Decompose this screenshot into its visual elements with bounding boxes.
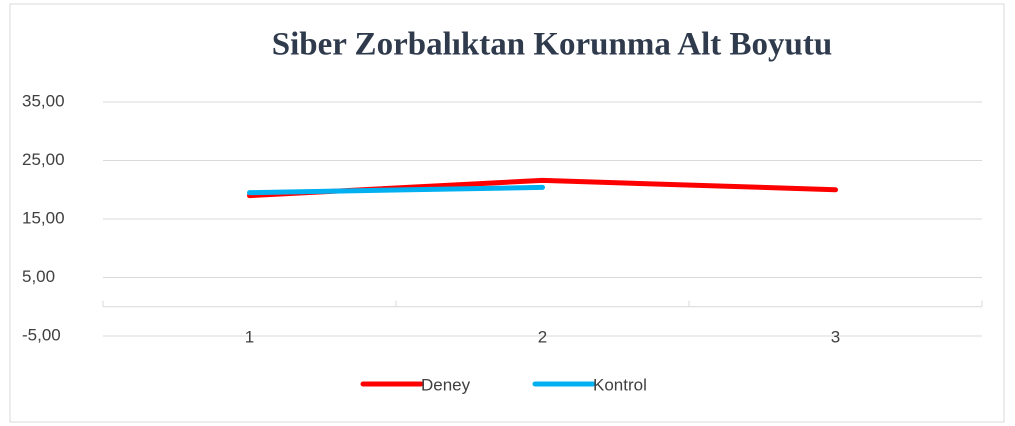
y-tick-label: -5,00 bbox=[22, 325, 61, 344]
x-tick-label: 3 bbox=[831, 327, 840, 346]
legend-label: Deney bbox=[421, 375, 471, 394]
legend-label: Kontrol bbox=[593, 375, 647, 394]
chart-frame bbox=[9, 3, 1005, 423]
y-tick-label: 15,00 bbox=[22, 208, 65, 227]
y-tick-label: 35,00 bbox=[22, 91, 65, 110]
x-tick-label: 2 bbox=[538, 327, 547, 346]
y-tick-label: 25,00 bbox=[22, 150, 65, 169]
chart-title: Siber Zorbalıktan Korunma Alt Boyutu bbox=[272, 27, 833, 63]
y-tick-label: 5,00 bbox=[22, 267, 55, 286]
x-tick-label: 1 bbox=[245, 327, 254, 346]
series-line bbox=[247, 184, 545, 196]
